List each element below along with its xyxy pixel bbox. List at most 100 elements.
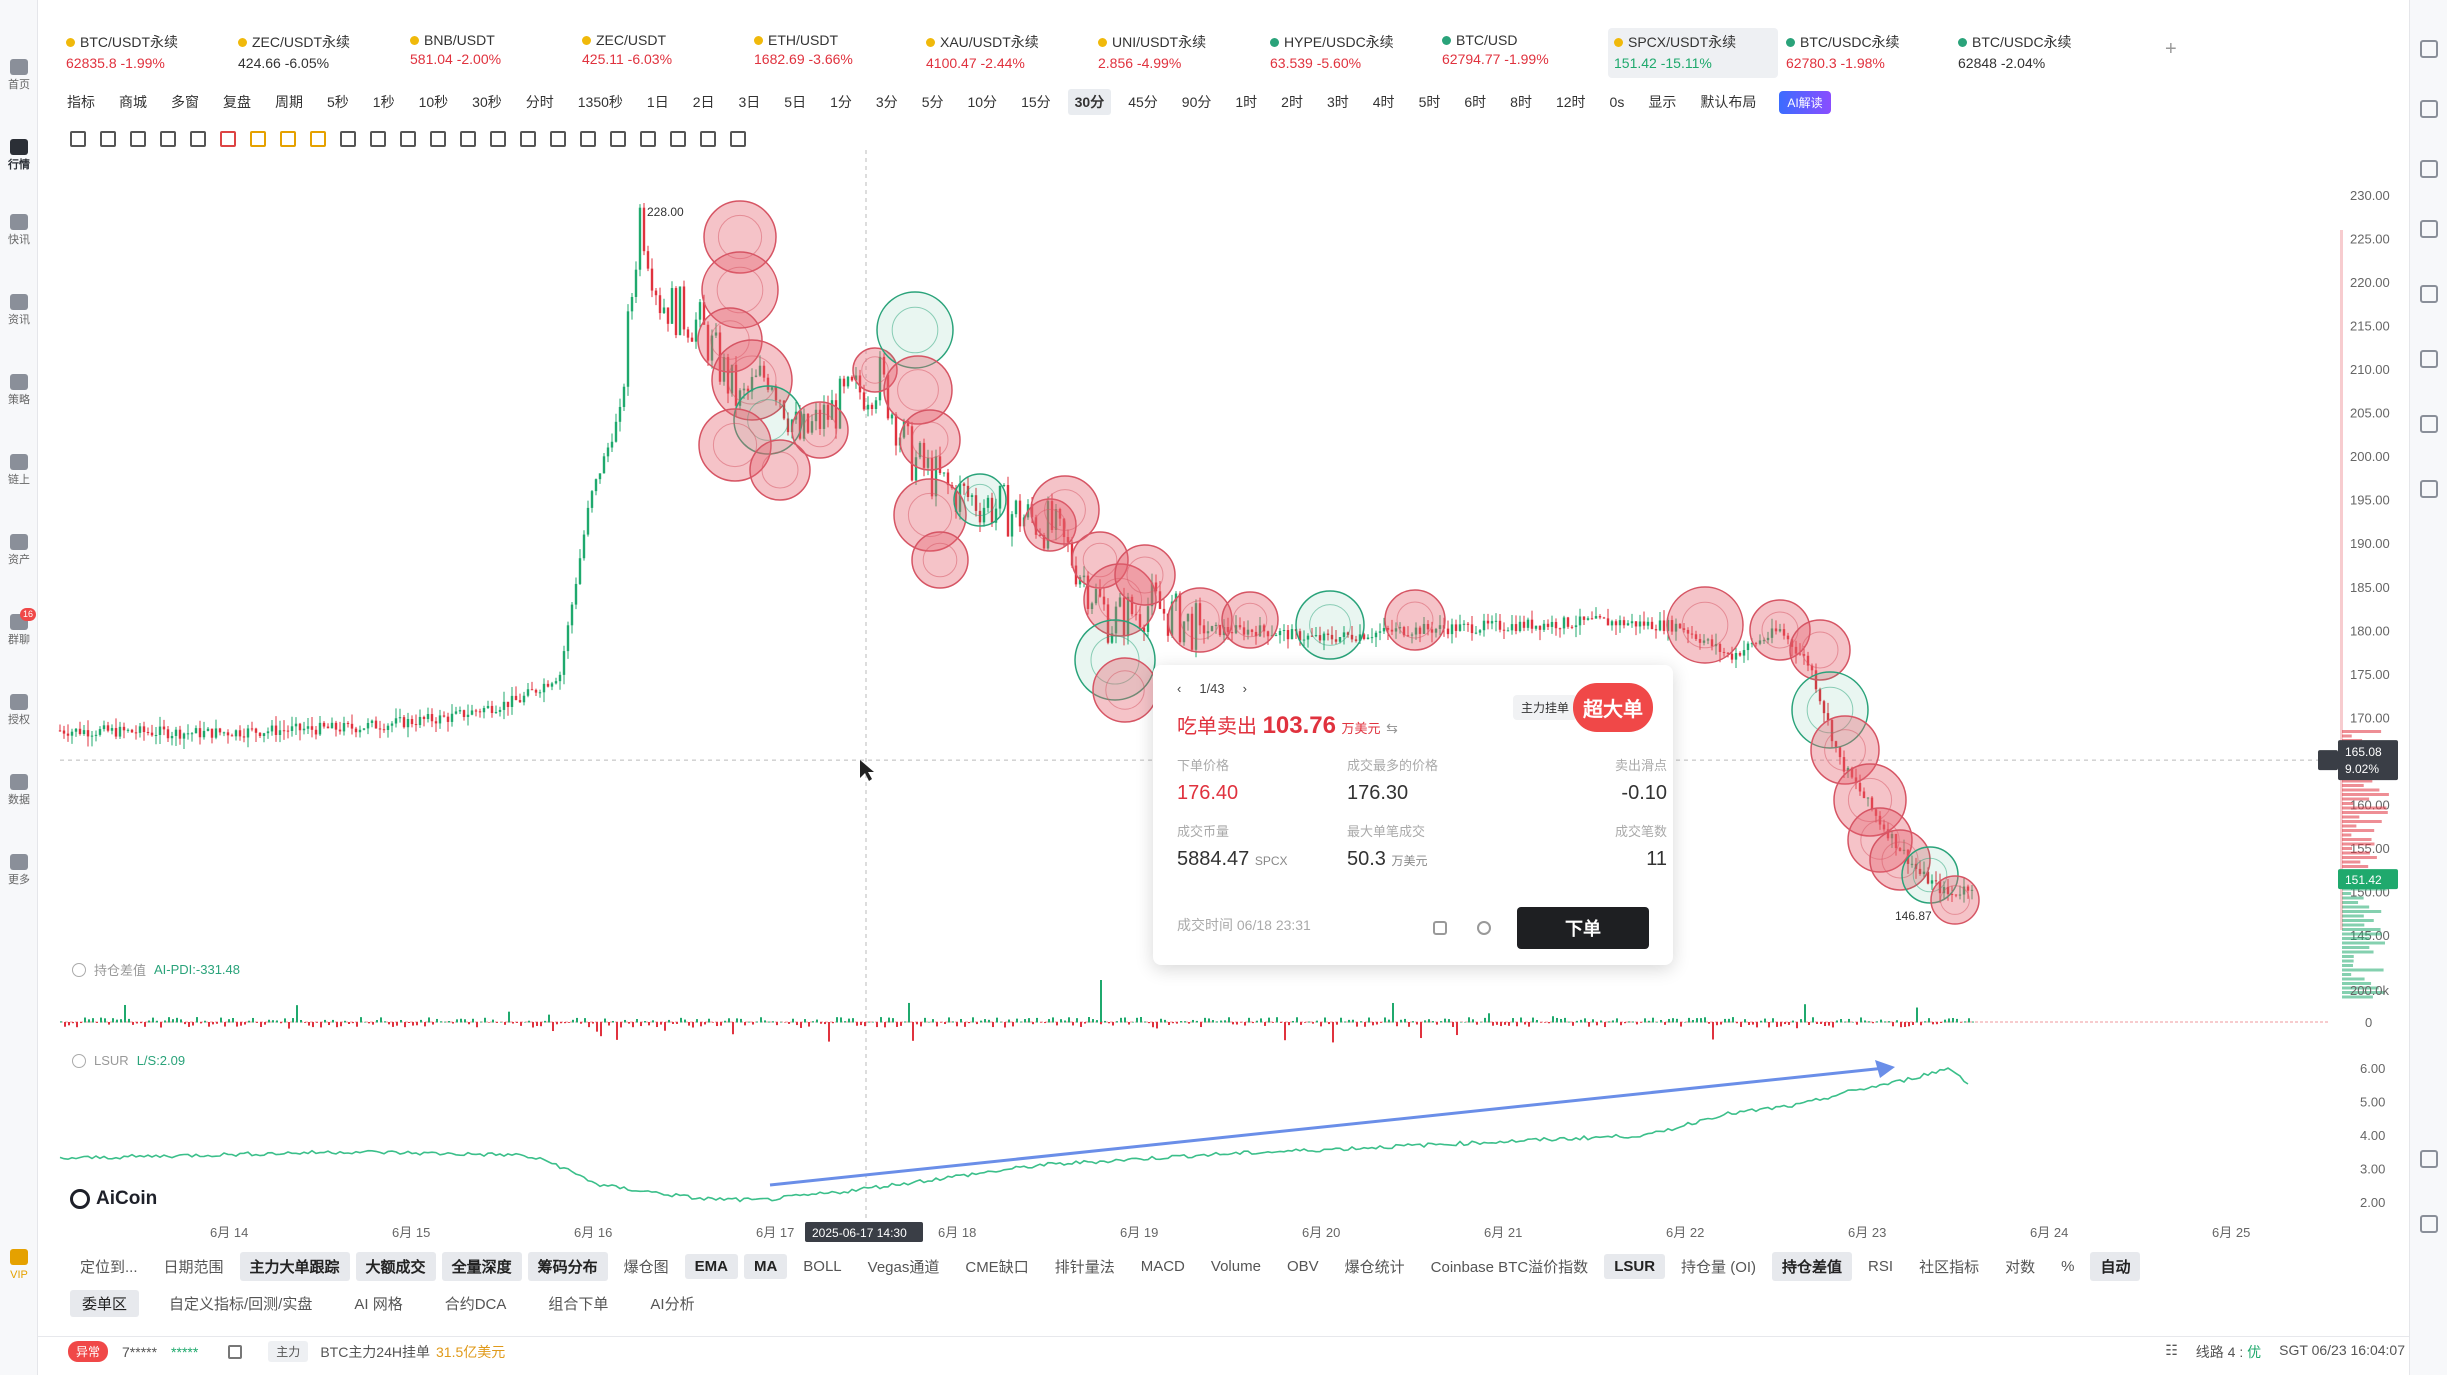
- toolbar-item[interactable]: 商城: [119, 94, 147, 110]
- ticker-tab[interactable]: UNI/USDT永续 2.856 -4.99%: [1092, 28, 1262, 78]
- ticker-tab[interactable]: BTC/USD 62794.77 -1.99%: [1436, 28, 1606, 78]
- period-option[interactable]: 1时: [1235, 94, 1258, 110]
- ai-interpret-button[interactable]: AI解读: [1779, 90, 1831, 114]
- big-order-icon[interactable]: [280, 131, 296, 147]
- sidebar-item-4[interactable]: 策略: [0, 360, 38, 420]
- ticker-tab[interactable]: XAU/USDT永续 4100.47 -2.44%: [920, 28, 1090, 78]
- bot-icon[interactable]: [2420, 415, 2438, 433]
- rect-tool-icon[interactable]: [100, 131, 116, 147]
- help-icon[interactable]: [2420, 1215, 2438, 1233]
- period-option[interactable]: 1350秒: [577, 94, 623, 110]
- indicator-tab[interactable]: 对数: [2005, 1258, 2036, 1276]
- bottom-tab[interactable]: AI 网格: [354, 1295, 403, 1313]
- sidebar-item-2[interactable]: 快讯: [0, 200, 38, 260]
- sidebar-item-8[interactable]: 授权: [0, 680, 38, 740]
- period-option[interactable]: 10分: [967, 94, 998, 110]
- vip-button[interactable]: VIP: [0, 1235, 38, 1295]
- channel-tool-icon[interactable]: [340, 131, 356, 147]
- indicator-tab[interactable]: Coinbase BTC溢价指数: [1430, 1258, 1589, 1276]
- sidebar-item-6[interactable]: 资产: [0, 520, 38, 580]
- indicator-tab[interactable]: 日期范围: [163, 1258, 224, 1276]
- indicator-tab[interactable]: MA: [743, 1253, 788, 1279]
- undo-icon[interactable]: [700, 131, 716, 147]
- ticker-tab[interactable]: BTC/USDC永续 62848 -2.04%: [1952, 28, 2122, 78]
- bottom-tab[interactable]: 自定义指标/回测/实盘: [169, 1295, 313, 1313]
- alert-badge[interactable]: 异常: [68, 1341, 109, 1362]
- indicator-tab[interactable]: 主力大单跟踪: [239, 1251, 350, 1281]
- pen-icon[interactable]: [430, 131, 446, 147]
- marker-icon[interactable]: [490, 131, 506, 147]
- indicator-tab[interactable]: LSUR: [1604, 1253, 1666, 1279]
- period-option[interactable]: 15分: [1021, 94, 1051, 110]
- period-option[interactable]: 5时: [1418, 94, 1441, 110]
- sidebar-item-1[interactable]: 行情: [0, 125, 38, 185]
- cursor-tool-icon[interactable]: [70, 131, 86, 147]
- data-panel-icon[interactable]: [2420, 285, 2438, 303]
- indicator-tab[interactable]: BOLL: [803, 1257, 842, 1275]
- period-option[interactable]: 5日: [784, 94, 807, 110]
- bottom-tab[interactable]: 委单区: [70, 1289, 140, 1317]
- chevron-left-icon[interactable]: ‹: [1177, 681, 1182, 696]
- sidebar-item-7[interactable]: 群聊 16: [0, 600, 38, 660]
- indicator-tab[interactable]: %: [2061, 1257, 2075, 1275]
- period-option[interactable]: 4时: [1372, 94, 1395, 110]
- indicator-tab[interactable]: RSI: [1868, 1257, 1894, 1275]
- toolbar-item[interactable]: 复盘: [223, 94, 251, 110]
- indicator-tab[interactable]: 筹码分布: [527, 1251, 608, 1281]
- indicator-tab[interactable]: 社区指标: [1919, 1258, 1980, 1276]
- indicator-tab[interactable]: 自动: [2090, 1251, 2141, 1281]
- eye-icon[interactable]: [610, 131, 626, 147]
- edit-icon[interactable]: [228, 1344, 243, 1359]
- eye-icon[interactable]: [72, 1053, 86, 1068]
- lock-icon[interactable]: [550, 131, 566, 147]
- indicator-tab[interactable]: 持仓量 (OI): [1681, 1258, 1757, 1276]
- bottom-tab[interactable]: AI分析: [650, 1295, 695, 1313]
- line-tool-icon[interactable]: [160, 131, 176, 147]
- period-option[interactable]: 5秒: [327, 94, 349, 110]
- hline-tool-icon[interactable]: [130, 131, 146, 147]
- period-option[interactable]: 1秒: [372, 94, 395, 110]
- indicator-tab[interactable]: OBV: [1286, 1257, 1319, 1275]
- period-option[interactable]: 2日: [692, 94, 715, 110]
- sidebar-item-0[interactable]: 首页: [0, 45, 38, 105]
- period-option[interactable]: 1分: [830, 94, 852, 110]
- sidebar-item-9[interactable]: 数据: [0, 760, 38, 820]
- brush-tool-icon[interactable]: [370, 131, 386, 147]
- add-ticker-icon[interactable]: +: [2165, 38, 2177, 60]
- line-status[interactable]: 线路 4 : 优: [2196, 1342, 2261, 1362]
- toolbar-right-item[interactable]: 默认布局: [1700, 94, 1757, 110]
- period-option[interactable]: 分时: [525, 94, 554, 110]
- period-option[interactable]: 90分: [1181, 94, 1212, 110]
- period-option[interactable]: 10秒: [418, 94, 449, 110]
- bottom-tab[interactable]: 合约DCA: [444, 1295, 507, 1313]
- sidebar-item-5[interactable]: 链上: [0, 440, 38, 500]
- fib-tool-icon[interactable]: [310, 131, 326, 147]
- period-option[interactable]: 45分: [1128, 94, 1158, 110]
- period-option[interactable]: 2时: [1281, 94, 1303, 110]
- toolbar-right-item[interactable]: 0s: [1609, 94, 1625, 110]
- ticker-tab[interactable]: SPCX/USDT永续 151.42 -15.11%: [1608, 28, 1778, 78]
- ticker-tab[interactable]: BNB/USDT 581.04 -2.00%: [404, 28, 574, 78]
- filter-icon[interactable]: [640, 131, 656, 147]
- depth-icon[interactable]: [2420, 220, 2438, 238]
- indicator-tab[interactable]: 全量深度: [441, 1251, 522, 1281]
- note-icon[interactable]: [580, 131, 596, 147]
- toolbar-item[interactable]: 指标: [67, 94, 95, 110]
- indicator-tab[interactable]: 持仓差值: [1772, 1251, 1853, 1281]
- bottom-tab[interactable]: 组合下单: [548, 1295, 609, 1313]
- toolbar-item[interactable]: 多窗: [171, 94, 199, 110]
- period-option[interactable]: 8时: [1510, 94, 1532, 110]
- sidebar-item-3[interactable]: 资讯: [0, 280, 38, 340]
- toolbar-right-item[interactable]: 显示: [1648, 94, 1677, 110]
- period-option[interactable]: 30分: [1067, 89, 1112, 115]
- ticker-tab[interactable]: ETH/USDT 1682.69 -3.66%: [748, 28, 918, 78]
- main-force-icon[interactable]: [250, 131, 266, 147]
- ticker-tab[interactable]: HYPE/USDC永续 63.539 -5.60%: [1264, 28, 1434, 78]
- period-option[interactable]: 3日: [738, 94, 761, 110]
- swap-icon[interactable]: ⇆: [1386, 720, 1398, 736]
- toolbar-item[interactable]: 周期: [275, 94, 303, 110]
- trash-icon[interactable]: [670, 131, 686, 147]
- layout-icon[interactable]: [2420, 40, 2438, 58]
- ticker-tab[interactable]: ZEC/USDT 425.11 -6.03%: [576, 28, 746, 78]
- place-order-button[interactable]: 下单: [1517, 907, 1649, 949]
